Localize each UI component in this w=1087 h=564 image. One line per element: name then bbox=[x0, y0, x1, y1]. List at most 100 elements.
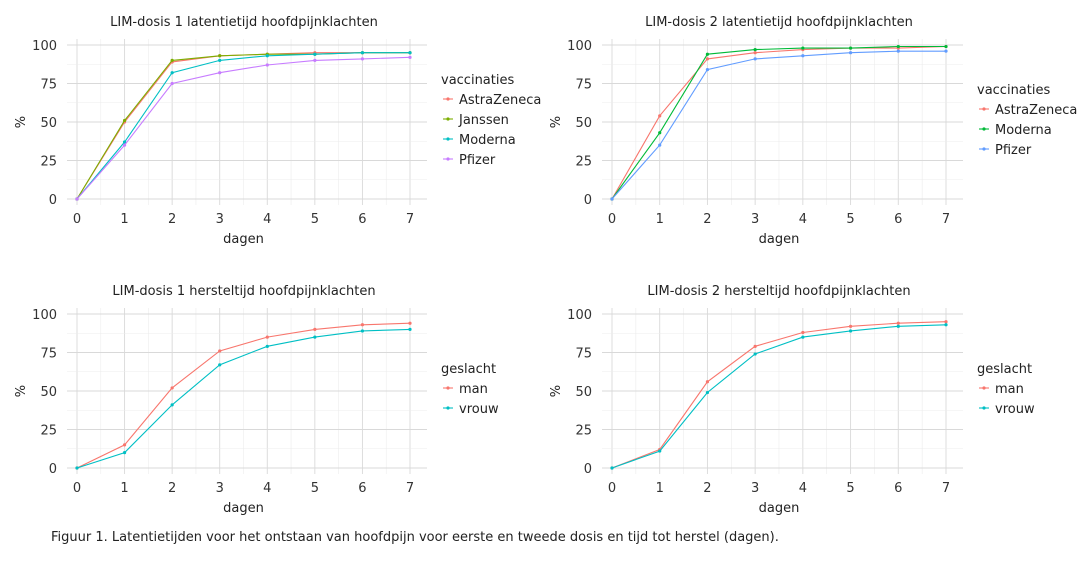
panel-2-point-astrazeneca bbox=[705, 57, 710, 61]
panel-1-point-pfizer bbox=[360, 57, 365, 61]
panel-3-point-man bbox=[408, 321, 412, 325]
panel-3-point-vrouw bbox=[75, 466, 79, 470]
panel-1-point-pfizer bbox=[122, 143, 127, 147]
panel-3-point-man bbox=[265, 335, 269, 339]
panel-1-x-tick-label: 5 bbox=[311, 212, 319, 227]
panel-2-point-moderna bbox=[848, 46, 853, 50]
panel-1-legend-label: Moderna bbox=[459, 133, 516, 148]
panel-1-point-pfizer bbox=[75, 197, 79, 201]
panel-1-point-pfizer bbox=[313, 58, 317, 63]
panel-1-legend-key-point bbox=[446, 137, 450, 141]
panel-4-point-man bbox=[753, 344, 757, 348]
panel-1-point-moderna bbox=[218, 58, 222, 63]
panel-2-x-tick-label: 6 bbox=[894, 212, 902, 227]
panel-1-point-moderna bbox=[360, 51, 365, 55]
panel-4-y-tick-label: 0 bbox=[584, 462, 592, 477]
panel-3-x-tick-label: 1 bbox=[120, 481, 128, 496]
panel-3-legend: geslacht man vrouw bbox=[441, 362, 499, 417]
panel-2-point-moderna bbox=[944, 44, 948, 49]
panel-1-point-moderna bbox=[408, 51, 412, 55]
panel-4-point-man bbox=[896, 321, 900, 325]
panel-4-point-vrouw bbox=[658, 449, 662, 453]
panel-2-title: LIM-dosis 2 latentietijd hoofdpijnklacht… bbox=[645, 15, 913, 30]
panel-4-point-vrouw bbox=[753, 352, 757, 356]
panel-2-point-astrazeneca bbox=[753, 51, 757, 55]
panel-4-y-tick-label: 25 bbox=[575, 424, 592, 439]
panel-3-legend-key-point bbox=[446, 386, 450, 390]
panel-2-y-tick-label: 25 bbox=[575, 155, 592, 170]
panel-3-x-tick-label: 5 bbox=[311, 481, 319, 496]
panel-2-legend-label: Pfizer bbox=[995, 143, 1032, 158]
panel-1: LIM-dosis 1 latentietijd hoofdpijnklacht… bbox=[14, 15, 541, 247]
panel-4: LIM-dosis 2 hersteltijd hoofdpijnklachte… bbox=[549, 284, 1035, 516]
panel-4-legend-key-point bbox=[982, 406, 986, 410]
panel-3-point-vrouw bbox=[218, 363, 222, 367]
panel-1-title: LIM-dosis 1 latentietijd hoofdpijnklacht… bbox=[110, 15, 378, 30]
panel-3-series-line-man bbox=[76, 322, 411, 469]
panel-2-x-tick-label: 2 bbox=[703, 212, 711, 227]
panel-3-title: LIM-dosis 1 hersteltijd hoofdpijnklachte… bbox=[112, 284, 375, 299]
panel-3-series-line-vrouw bbox=[76, 328, 411, 469]
panel-4-x-tick-label: 6 bbox=[894, 481, 902, 496]
panel-4-point-vrouw bbox=[801, 335, 805, 339]
panel-4-x-tick-label: 7 bbox=[942, 481, 950, 496]
panel-2-x-tick-label: 1 bbox=[656, 212, 664, 227]
panel-4-legend: geslacht man vrouw bbox=[977, 362, 1035, 417]
panel-1-point-pfizer bbox=[408, 55, 412, 59]
panel-1-legend-key-point bbox=[446, 157, 450, 161]
panel-1-x-tick-label: 0 bbox=[73, 212, 81, 227]
panel-1-point-moderna bbox=[265, 54, 269, 58]
panel-3-legend-label: man bbox=[459, 382, 488, 397]
panel-1-x-axis-label: dagen bbox=[223, 232, 264, 247]
panel-1-x-tick-label: 7 bbox=[406, 212, 414, 227]
panel-2-legend-label: Moderna bbox=[995, 123, 1052, 138]
panel-2-series-line-moderna bbox=[611, 45, 946, 200]
figure-caption: Figuur 1. Latentietijden voor het ontsta… bbox=[51, 530, 779, 545]
panel-1-y-tick-label: 75 bbox=[40, 78, 57, 93]
panel-4-legend-key-point bbox=[982, 386, 986, 390]
panel-4-y-tick-label: 50 bbox=[575, 385, 592, 400]
panel-2-point-pfizer bbox=[610, 197, 614, 201]
panel-4-legend-label: vrouw bbox=[995, 402, 1035, 417]
panel-2-y-tick-label: 100 bbox=[567, 39, 592, 54]
panel-1-y-tick-label: 0 bbox=[49, 193, 57, 208]
panel-1-legend-key-point bbox=[446, 117, 450, 121]
panel-3-point-man bbox=[360, 323, 365, 327]
panel-4-x-tick-label: 5 bbox=[846, 481, 854, 496]
panel-3-point-vrouw bbox=[265, 344, 269, 348]
panel-1-point-moderna bbox=[122, 140, 127, 144]
panel-1-legend-title: vaccinaties bbox=[441, 73, 514, 88]
panel-4-x-tick-label: 1 bbox=[656, 481, 664, 496]
panel-1-point-moderna bbox=[170, 71, 174, 75]
panel-2-point-moderna bbox=[658, 131, 662, 135]
panel-2-point-moderna bbox=[753, 48, 757, 52]
panel-1-legend-key-point bbox=[446, 97, 450, 101]
panel-2-x-tick-label: 7 bbox=[942, 212, 950, 227]
panel-2-x-axis-label: dagen bbox=[759, 232, 800, 247]
panel-2-x-tick-label: 3 bbox=[751, 212, 759, 227]
panel-1-x-tick-label: 3 bbox=[216, 212, 224, 227]
panel-3-x-tick-label: 2 bbox=[168, 481, 176, 496]
panel-2-legend-key-point bbox=[982, 147, 986, 151]
panel-2-point-pfizer bbox=[658, 143, 662, 147]
panel-2-legend-label: AstraZeneca bbox=[995, 103, 1077, 118]
panel-3-legend-title: geslacht bbox=[441, 362, 496, 377]
panel-3-point-vrouw bbox=[313, 335, 317, 339]
panel-4-point-man bbox=[848, 324, 853, 328]
panel-2: LIM-dosis 2 latentietijd hoofdpijnklacht… bbox=[549, 15, 1077, 247]
panel-1-point-janssen bbox=[122, 118, 127, 123]
panel-4-point-man bbox=[801, 330, 805, 335]
panel-1-point-moderna bbox=[313, 52, 317, 56]
panel-2-point-pfizer bbox=[705, 68, 710, 72]
panel-2-point-pfizer bbox=[848, 51, 853, 55]
panel-4-title: LIM-dosis 2 hersteltijd hoofdpijnklachte… bbox=[647, 284, 910, 299]
panel-2-point-moderna bbox=[896, 44, 900, 49]
panel-4-x-axis-label: dagen bbox=[759, 501, 800, 516]
panel-3-point-vrouw bbox=[360, 329, 365, 333]
panel-2-y-axis-label: % bbox=[549, 116, 564, 128]
panel-4-series-line-man bbox=[611, 321, 947, 469]
panel-4-point-vrouw bbox=[896, 324, 900, 328]
panel-1-x-tick-label: 6 bbox=[358, 212, 366, 227]
panel-3-legend-label: vrouw bbox=[459, 402, 499, 417]
panel-3-x-tick-label: 4 bbox=[263, 481, 271, 496]
